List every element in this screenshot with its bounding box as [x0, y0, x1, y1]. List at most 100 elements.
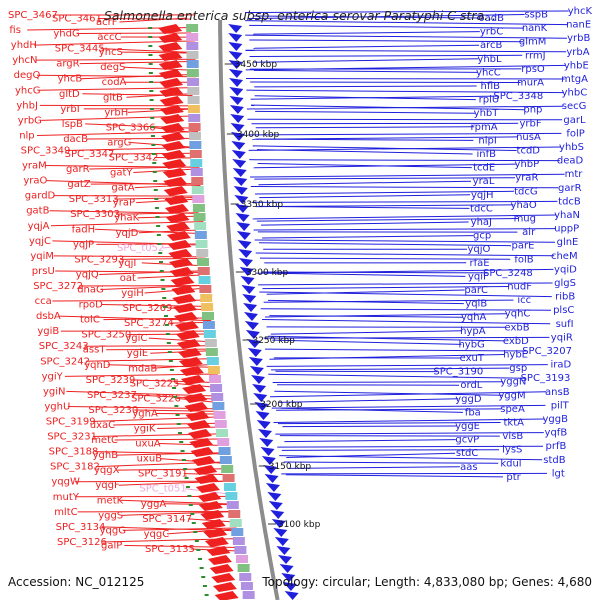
gene-label: parE	[511, 241, 534, 252]
gene-label: yqhD	[84, 360, 111, 371]
reverse-gene-arrow	[284, 591, 299, 600]
gene-label: codA	[102, 77, 127, 88]
reverse-gene-arrow	[233, 177, 248, 186]
gene-label: yggS	[98, 510, 123, 521]
gene-label: yhbL	[477, 54, 502, 65]
feature-block	[195, 240, 208, 248]
feature-block	[187, 87, 200, 95]
gene-label: sufI	[556, 319, 574, 330]
gene-leader-line	[252, 145, 517, 151]
gene-label: ygiN	[43, 386, 66, 397]
gene-leader-line	[261, 221, 469, 226]
gene-label: SPC_3303	[70, 209, 120, 220]
gene-label: SPC_3230	[88, 405, 138, 416]
gene-leader-line	[122, 527, 237, 531]
reverse-gene-arrow	[240, 276, 255, 285]
gene-label: yqjP	[73, 239, 94, 250]
reverse-gene-arrow	[233, 186, 248, 195]
gene-label: SPC_3193	[521, 373, 571, 384]
reverse-gene-arrow	[245, 330, 260, 339]
feature-block	[210, 384, 223, 392]
gene-leader-line	[272, 339, 462, 345]
gene-leader-line	[253, 228, 556, 231]
gene-label: SPC_3250	[81, 330, 131, 341]
gene-label: SPC_3237	[87, 390, 137, 401]
gene-label: yqjO	[467, 244, 490, 255]
gene-leader-line	[250, 173, 565, 178]
gene-label: hflB	[481, 81, 501, 92]
reverse-gene-arrow	[238, 258, 253, 267]
gene-label: ygiH	[121, 288, 144, 299]
forward-gene-arrow	[183, 393, 208, 403]
gene-label: yhdH	[11, 40, 37, 51]
gene-leader-line	[249, 14, 525, 20]
gene-label: rpmA	[471, 122, 498, 133]
gene-label: mltC	[54, 507, 77, 518]
gene-leader-line	[256, 218, 519, 222]
forward-gene-arrow	[159, 78, 184, 88]
gene-leader-line	[39, 104, 197, 107]
gene-label: gatA	[111, 183, 134, 194]
reverse-gene-arrow	[228, 42, 243, 51]
gene-label: mdaB	[128, 363, 157, 374]
feature-block	[212, 402, 225, 410]
gene-label: cheM	[551, 251, 578, 262]
gene-label: nanK	[522, 23, 548, 34]
feature-block	[190, 168, 203, 176]
gene-leader-line	[249, 39, 524, 43]
gene-label: lgt	[552, 468, 565, 479]
feature-block	[196, 249, 209, 257]
gene-label: gatZ	[67, 179, 90, 190]
reverse-gene-arrow	[271, 519, 286, 528]
gene-label: yhdG	[53, 29, 79, 40]
gene-label: SPC_3226	[131, 393, 181, 404]
gene-leader-line	[268, 373, 525, 379]
feature-block	[187, 105, 200, 113]
feature-block	[186, 69, 199, 77]
gene-label: air	[522, 227, 536, 238]
forward-gene-arrow	[204, 537, 229, 547]
gene-label: degS	[100, 62, 125, 73]
gene-leader-line	[50, 221, 204, 227]
gene-label: yqgW	[51, 477, 80, 488]
forward-gene-arrow	[209, 564, 234, 574]
forward-gene-arrow	[201, 519, 226, 529]
gene-leader-line	[255, 126, 475, 129]
gene-label: rplU	[479, 95, 500, 106]
feature-block	[187, 78, 200, 86]
gene-label: yrbF	[519, 118, 541, 129]
feature-block	[194, 222, 207, 230]
gene-label: SPC_3366	[106, 122, 156, 133]
gene-label: exbD	[503, 336, 529, 347]
gene-label: yhbC	[562, 88, 588, 99]
forward-gene-arrow	[191, 456, 216, 466]
gene-label: yqfB	[545, 428, 568, 439]
gene-leader-line	[263, 336, 550, 339]
gene-leader-line	[258, 242, 512, 247]
gene-label: yqjQ	[76, 269, 99, 280]
feature-block	[207, 366, 220, 374]
reverse-gene-arrow	[257, 429, 272, 438]
forward-gene-arrow	[162, 168, 187, 178]
reverse-gene-arrow	[232, 159, 247, 168]
forward-gene-arrow	[195, 483, 220, 493]
gene-label: hypA	[460, 326, 486, 337]
reverse-gene-arrow	[229, 105, 244, 114]
gene-label: SPC_3349	[21, 146, 71, 157]
gene-label: yggN	[500, 377, 526, 388]
gene-label: lysS	[502, 445, 522, 456]
feature-block	[200, 294, 213, 302]
reverse-strand-labels: yhcK sspB oadB nanE nanK yrbC yrbB glmM arcB yrbA…	[245, 6, 592, 483]
gene-label: yghU	[44, 401, 70, 412]
gene-label: SPC_3191	[138, 469, 188, 480]
gene-label: stdC	[456, 448, 478, 459]
gene-label: cca	[35, 296, 52, 307]
gene-leader-line	[272, 381, 504, 384]
gene-label: SPC_3445	[55, 44, 105, 55]
gene-label: mug	[514, 214, 536, 225]
gene-label: rrmJ	[525, 50, 546, 61]
reverse-gene-arrow	[231, 150, 246, 159]
feature-block	[206, 357, 219, 365]
gene-leader-line	[271, 404, 546, 409]
gene-leader-line	[148, 337, 206, 343]
